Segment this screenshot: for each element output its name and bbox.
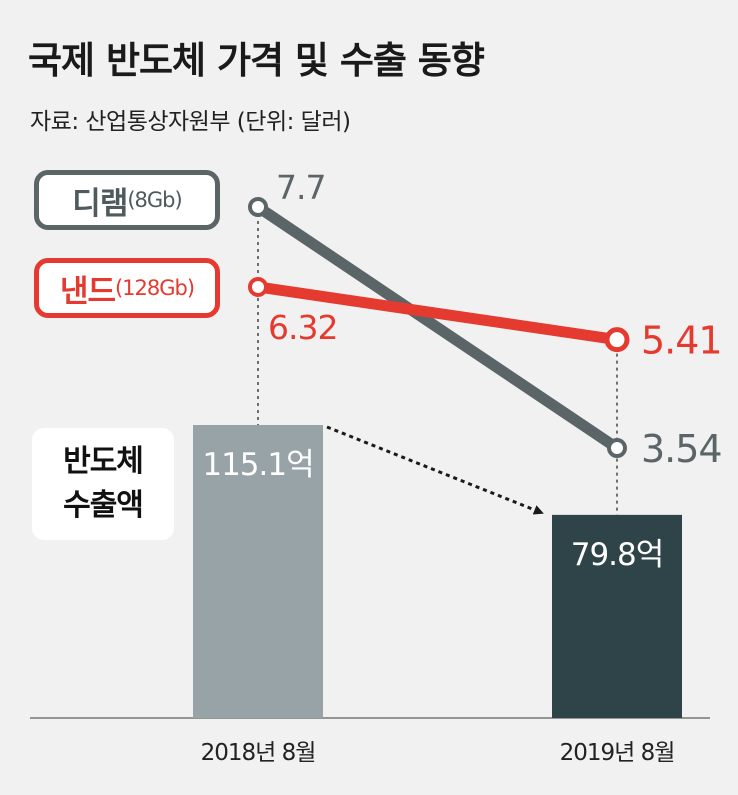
series-line-2: [252, 281, 623, 346]
x-category-label-1: 2018년 8월: [201, 740, 316, 766]
export-change-arrow: [326, 425, 544, 515]
series-2-value-label-1: 6.32: [268, 308, 337, 347]
export-bar-label-2: 79.8억: [571, 537, 664, 573]
export-label-line1: 반도체: [63, 444, 144, 479]
guides-layer: [257, 207, 618, 515]
legend-dram: 디램 (8Gb): [34, 170, 220, 230]
legend-nand-name: 낸드: [59, 273, 116, 310]
series-1-point-1: [248, 197, 268, 217]
x-category-label-2: 2019년 8월: [560, 740, 675, 766]
series-2-value-label-2: 5.41: [641, 319, 722, 363]
export-bar-2: [552, 514, 682, 718]
legend-nand: 낸드 (128Gb): [34, 258, 220, 318]
series-2-point-2: [604, 327, 630, 353]
series-1-value-label-1: 7.7: [276, 168, 325, 207]
series-line-1: [252, 201, 623, 454]
chart-title: 국제 반도체 가격 및 수출 동향: [28, 39, 485, 82]
export-bar-label-1: 115.1억: [202, 447, 313, 483]
chart-subtitle: 자료: 산업통상자원부 (단위: 달러): [30, 109, 351, 135]
export-legend-box: 반도체 수출액: [32, 428, 174, 540]
lines-layer: [248, 197, 630, 459]
series-1-value-label-2: 3.54: [641, 427, 722, 471]
bars-layer: [193, 425, 682, 718]
series-1-point-2: [607, 438, 627, 459]
export-label-line2: 수출액: [63, 488, 144, 523]
series-2-point-1: [248, 276, 268, 297]
export-bar-1: [193, 425, 323, 718]
legend-dram-spec: (8Gb): [127, 188, 182, 212]
labels-layer: 115.1억 79.8억 2018년 8월 2019년 8월 7.7 3.54 6.32 5.…: [201, 168, 723, 766]
legend-dram-name: 디램: [72, 185, 128, 222]
legend-nand-spec: (128Gb): [114, 276, 195, 300]
